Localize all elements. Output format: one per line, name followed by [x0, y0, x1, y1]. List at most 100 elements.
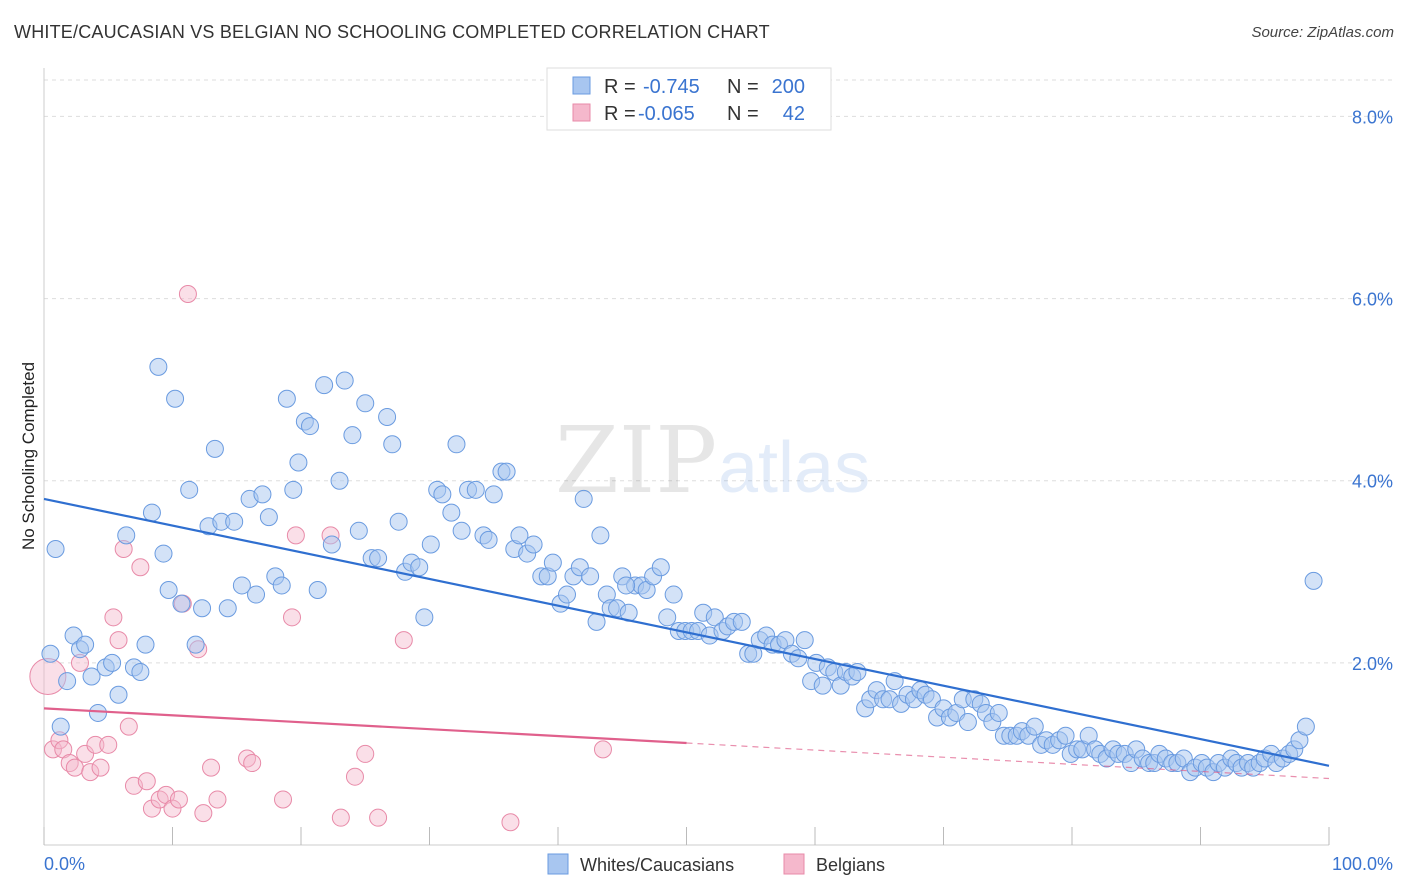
belgians-point [163, 799, 182, 818]
belgians-point [99, 735, 118, 754]
legend-n-value-whites: 200 [772, 76, 805, 98]
bottom-legend-label-belgians: Belgians [816, 855, 885, 875]
y-tick-label: 6.0% [1352, 290, 1393, 310]
whites-point [813, 676, 832, 695]
whites-point [117, 526, 136, 545]
whites-point [41, 644, 60, 663]
belgians-point [243, 754, 262, 773]
belgians-point [501, 813, 520, 832]
chart-title: WHITE/CAUCASIAN VS BELGIAN NO SCHOOLING … [14, 22, 770, 42]
legend-box [546, 67, 832, 131]
whites-point [421, 535, 440, 554]
belgians-point [137, 772, 156, 791]
y-axis-title: No Schooling Completed [19, 362, 38, 550]
legend-swatch-whites [572, 76, 591, 95]
belgians-point [369, 808, 388, 827]
trend-lines [43, 497, 1330, 780]
legend-r-label-belgians: R = [604, 103, 636, 125]
belgians-point [274, 790, 293, 809]
whites-point [383, 435, 402, 454]
whites-point [103, 653, 122, 672]
whites-point [479, 530, 498, 549]
bottom-legend: Whites/Caucasians Belgians [547, 853, 885, 875]
whites-point [205, 439, 224, 458]
belgians-point [81, 763, 100, 782]
whites-point [617, 576, 636, 595]
whites-point [232, 576, 251, 595]
belgians-point [593, 740, 612, 759]
whites-point [732, 612, 751, 631]
whites-point [452, 521, 471, 540]
whites-point [1296, 717, 1315, 736]
legend-n-label-whites: N = [727, 76, 759, 98]
belgians-point [286, 526, 305, 545]
legend-n-value-belgians: 42 [783, 103, 805, 125]
whites-point [664, 585, 683, 604]
whites-point [277, 389, 296, 408]
whites-point [159, 581, 178, 599]
whites-point [466, 480, 485, 499]
whites-point [330, 471, 349, 490]
whites-point [415, 608, 434, 627]
whites-point [186, 635, 205, 654]
whites-point [410, 558, 429, 577]
whites-point [442, 503, 461, 522]
belgians-point [194, 804, 213, 823]
whites-point [88, 703, 107, 722]
whites-point [557, 585, 576, 604]
belgians-trend-line [43, 707, 687, 745]
whites-point [315, 376, 334, 395]
whites-point [154, 544, 173, 563]
legend-r-value-whites: -0.745 [643, 76, 700, 98]
whites-point [289, 453, 308, 472]
whites-point [335, 371, 354, 390]
whites-point [51, 717, 70, 736]
belgians-point [178, 285, 197, 304]
whites-point [284, 480, 303, 499]
whites-point [484, 485, 503, 504]
whites-point [142, 503, 161, 522]
whites-point [253, 485, 272, 504]
belgians-point [356, 744, 375, 763]
whites-point [136, 635, 155, 654]
belgians-point [43, 740, 62, 759]
belgians-point [345, 767, 364, 786]
whites-point [497, 462, 516, 481]
whites-point [343, 426, 362, 445]
whites-point [109, 685, 128, 704]
belgians-point [142, 799, 161, 818]
whites-point [789, 649, 808, 668]
whites-point [705, 608, 724, 627]
whites-point [433, 485, 452, 504]
whites-point [46, 540, 65, 559]
whites-point [658, 608, 677, 627]
whites-point [272, 576, 291, 595]
whites-point [1304, 571, 1323, 590]
axes [43, 68, 1330, 846]
whites-point [166, 389, 185, 408]
whites-point [447, 435, 466, 454]
y-tick-label: 8.0% [1352, 107, 1393, 127]
belgians-point [394, 631, 413, 650]
whites-point [581, 567, 600, 586]
legend-r-label-whites: R = [604, 76, 636, 98]
belgians-point [131, 558, 150, 577]
watermark: ZIP atlas [555, 407, 870, 514]
legend-swatch-belgians [572, 103, 591, 122]
whites-point [259, 508, 278, 527]
legend: R = -0.745 N = 200 R = -0.065 N = 42 [546, 67, 832, 131]
whites-point [172, 594, 191, 613]
series-whites-points [41, 357, 1323, 782]
belgians-point [331, 808, 350, 827]
belgians-point [76, 744, 95, 763]
grid-lines [44, 79, 1392, 664]
whites-point [1025, 717, 1044, 736]
belgians-point [283, 608, 302, 627]
whites-point [149, 357, 168, 376]
whites-point [389, 512, 408, 531]
belgians-point [109, 631, 128, 650]
whites-point [510, 526, 529, 545]
y-tick-labels: 2.0% 4.0% 6.0% 8.0% [1352, 107, 1393, 673]
belgians-point [104, 608, 123, 627]
